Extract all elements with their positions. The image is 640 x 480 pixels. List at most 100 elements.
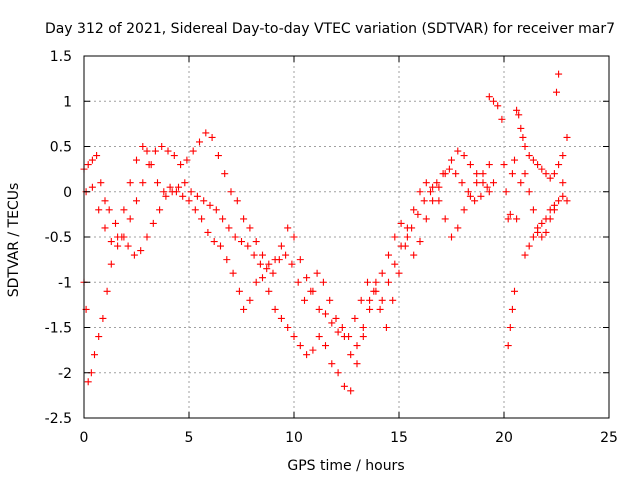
data-point <box>208 133 216 141</box>
data-point <box>303 274 311 282</box>
data-point <box>269 269 277 277</box>
data-point <box>101 224 109 232</box>
data-point <box>378 296 386 304</box>
data-point <box>231 233 239 241</box>
data-point <box>95 333 103 341</box>
data-point <box>265 287 273 295</box>
data-point <box>250 251 258 259</box>
data-point <box>473 179 481 187</box>
data-point <box>202 129 210 137</box>
data-point <box>555 197 563 205</box>
data-point <box>235 287 243 295</box>
data-point <box>107 238 115 246</box>
data-point <box>204 228 212 236</box>
data-point <box>555 161 563 169</box>
data-point <box>328 360 336 368</box>
data-marks <box>80 70 571 395</box>
series-track-d <box>485 93 571 223</box>
data-point <box>277 242 285 250</box>
data-point <box>441 215 449 223</box>
data-point <box>542 170 550 178</box>
data-point <box>563 133 571 141</box>
data-point <box>158 143 166 150</box>
data-point <box>105 206 113 214</box>
data-point <box>219 215 227 223</box>
data-point <box>185 197 193 205</box>
data-point <box>244 242 252 250</box>
data-point <box>84 161 92 169</box>
data-point <box>485 93 493 101</box>
data-point <box>498 115 506 123</box>
data-point <box>353 342 361 350</box>
data-point <box>151 147 159 155</box>
data-point <box>301 296 308 304</box>
data-point <box>521 170 529 178</box>
data-point <box>277 314 285 322</box>
y-tick-label: 0.5 <box>50 140 72 156</box>
data-point <box>370 287 378 295</box>
data-point <box>429 197 437 205</box>
data-point <box>397 219 405 227</box>
data-point <box>139 143 147 150</box>
data-point <box>553 88 560 96</box>
data-point <box>107 260 115 268</box>
data-point <box>84 378 92 386</box>
data-point <box>322 310 329 318</box>
data-point <box>168 188 176 196</box>
data-point <box>120 233 128 241</box>
data-point <box>288 260 296 268</box>
data-point <box>246 224 254 232</box>
data-point <box>309 346 317 354</box>
y-tick-label: 0 <box>63 185 72 201</box>
data-point <box>284 324 292 331</box>
data-point <box>296 342 304 350</box>
data-point <box>91 351 98 359</box>
data-point <box>550 170 558 178</box>
y-tick-label: -1.5 <box>45 321 72 337</box>
data-point <box>93 152 101 160</box>
data-point <box>271 305 279 313</box>
data-point <box>546 174 554 182</box>
data-point <box>114 242 122 250</box>
data-point <box>210 238 218 246</box>
data-point <box>448 156 455 164</box>
axis-ticks: 0 5 10 15 20 25 -2.5 -2 -1.5 -1 -0.5 0 0.5 1 1.5 <box>45 49 618 446</box>
data-point <box>519 133 527 141</box>
data-point <box>334 369 342 377</box>
data-point <box>477 192 485 200</box>
data-point <box>223 256 231 264</box>
data-point <box>162 192 170 200</box>
data-point <box>133 156 140 164</box>
data-point <box>103 287 111 295</box>
data-point <box>508 170 516 178</box>
data-point <box>500 161 508 169</box>
data-point <box>555 70 563 78</box>
data-point <box>126 215 134 223</box>
data-point <box>559 192 567 200</box>
data-point <box>504 342 512 350</box>
data-point <box>538 233 546 241</box>
data-point <box>435 183 443 191</box>
data-point <box>143 233 151 241</box>
data-point <box>427 188 434 196</box>
data-point <box>227 188 235 196</box>
data-point <box>221 170 229 178</box>
data-point <box>460 206 468 214</box>
data-point <box>88 156 96 164</box>
data-point <box>458 179 466 187</box>
data-point <box>517 179 525 187</box>
data-point <box>164 147 172 155</box>
data-point <box>88 183 96 191</box>
data-point <box>233 197 241 205</box>
y-tick-label: 1 <box>63 94 72 110</box>
x-tick-label: 15 <box>390 430 408 446</box>
data-point <box>366 305 374 313</box>
data-point <box>366 296 374 304</box>
data-point <box>389 296 397 304</box>
data-point <box>448 233 455 241</box>
data-point <box>160 188 168 196</box>
data-point <box>315 305 323 313</box>
x-axis-title: GPS time / hours <box>287 458 404 474</box>
x-tick-label: 10 <box>285 430 303 446</box>
